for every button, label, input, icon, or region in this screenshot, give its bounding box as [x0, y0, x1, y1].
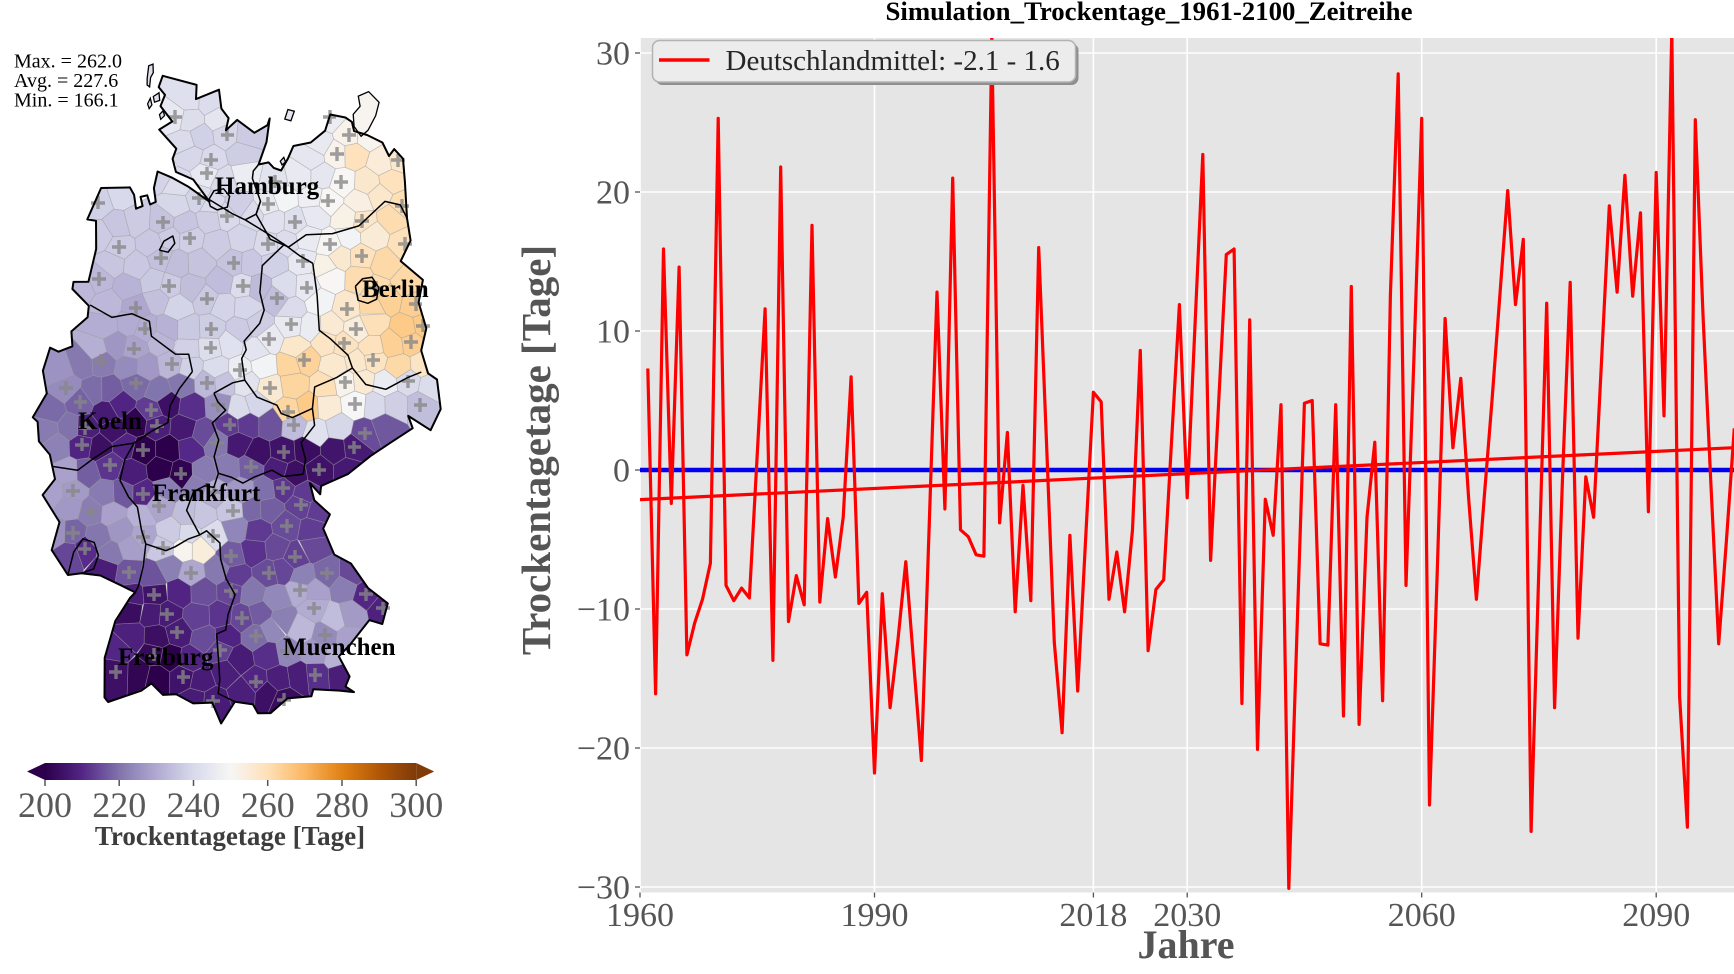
svg-text:20: 20 [596, 175, 630, 212]
svg-text:1960: 1960 [606, 897, 674, 934]
svg-text:−10: −10 [577, 592, 630, 629]
svg-text:Deutschlandmittel: -2.1 - 1.6: Deutschlandmittel: -2.1 - 1.6 [726, 45, 1060, 77]
svg-text:2030: 2030 [1153, 897, 1221, 934]
svg-text:30: 30 [596, 36, 630, 73]
svg-text:Trockentagetage [Tage]: Trockentagetage [Tage] [513, 245, 559, 655]
svg-text:280: 280 [315, 785, 369, 825]
svg-text:−20: −20 [577, 731, 630, 768]
svg-text:Trockentagetage [Tage]: Trockentagetage [Tage] [95, 821, 365, 851]
svg-text:Freiburg: Freiburg [118, 644, 214, 671]
svg-text:0: 0 [613, 453, 630, 490]
svg-text:2090: 2090 [1622, 897, 1690, 934]
svg-text:Frankfurt: Frankfurt [152, 480, 261, 507]
svg-text:Berlin: Berlin [362, 276, 429, 303]
svg-text:260: 260 [241, 785, 295, 825]
svg-text:Avg. = 227.6: Avg. = 227.6 [14, 70, 118, 92]
svg-text:Muenchen: Muenchen [283, 634, 396, 661]
svg-text:220: 220 [92, 785, 146, 825]
svg-text:Min. = 166.1: Min. = 166.1 [14, 90, 119, 112]
svg-text:Hamburg: Hamburg [215, 173, 320, 200]
svg-text:200: 200 [18, 785, 72, 825]
svg-text:Simulation_Trockentage_1961-21: Simulation_Trockentage_1961-2100_Zeitrei… [886, 0, 1413, 26]
svg-text:2018: 2018 [1059, 897, 1127, 934]
svg-text:Koeln: Koeln [78, 408, 142, 435]
svg-text:2060: 2060 [1388, 897, 1456, 934]
svg-text:Jahre: Jahre [1137, 922, 1234, 967]
svg-text:10: 10 [596, 314, 630, 351]
svg-text:Max. = 262.0: Max. = 262.0 [14, 51, 122, 73]
svg-text:1990: 1990 [841, 897, 909, 934]
svg-text:240: 240 [167, 785, 221, 825]
svg-text:300: 300 [389, 785, 443, 825]
svg-text:−30: −30 [577, 870, 630, 907]
